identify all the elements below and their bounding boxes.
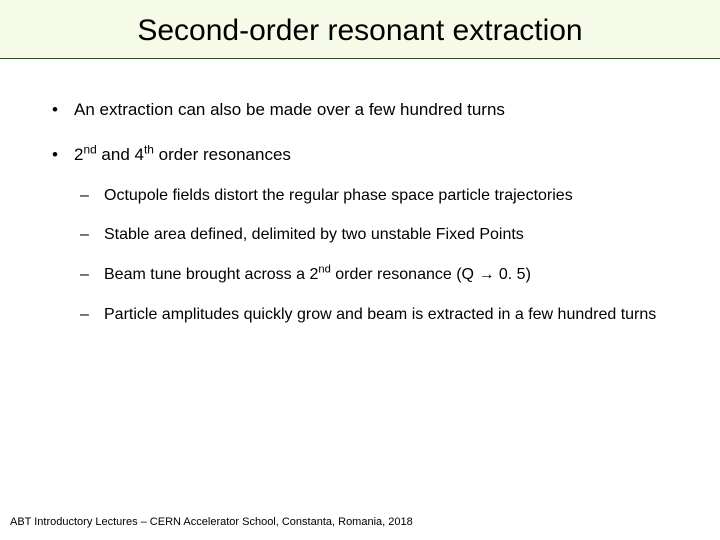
- slide-title: Second-order resonant extraction: [0, 14, 720, 48]
- bullet-text: 2nd and 4th order resonances: [74, 145, 291, 164]
- bullet-item: An extraction can also be made over a fe…: [48, 99, 692, 122]
- sub-bullet-item: Stable area defined, delimited by two un…: [74, 224, 692, 246]
- sub-bullet-text: Octupole fields distort the regular phas…: [104, 187, 573, 204]
- footer-text: ABT Introductory Lectures – CERN Acceler…: [10, 516, 413, 528]
- sub-bullet-item: Octupole fields distort the regular phas…: [74, 185, 692, 207]
- sub-bullet-list: Octupole fields distort the regular phas…: [74, 185, 692, 325]
- sub-bullet-item: Beam tune brought across a 2nd order res…: [74, 264, 692, 286]
- bullet-text: An extraction can also be made over a fe…: [74, 100, 505, 119]
- content-area: An extraction can also be made over a fe…: [0, 59, 720, 325]
- sub-bullet-text: Stable area defined, delimited by two un…: [104, 226, 524, 243]
- sub-bullet-item: Particle amplitudes quickly grow and bea…: [74, 304, 692, 326]
- title-band: Second-order resonant extraction: [0, 0, 720, 59]
- bullet-list: An extraction can also be made over a fe…: [48, 99, 692, 325]
- sub-bullet-text: Beam tune brought across a 2nd order res…: [104, 266, 531, 283]
- sub-bullet-text: Particle amplitudes quickly grow and bea…: [104, 306, 656, 323]
- slide: Second-order resonant extraction An extr…: [0, 0, 720, 540]
- bullet-item: 2nd and 4th order resonances Octupole fie…: [48, 144, 692, 325]
